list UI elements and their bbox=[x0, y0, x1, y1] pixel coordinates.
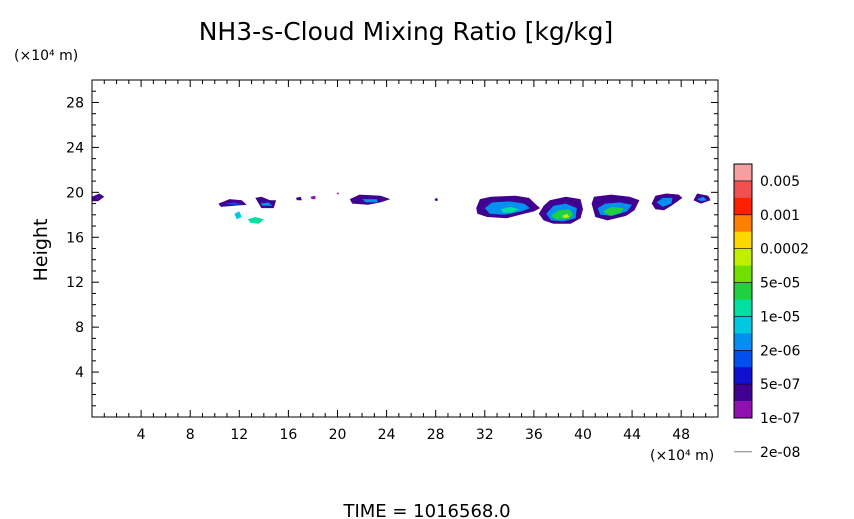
y-axis-unit: (×10⁴ m) bbox=[14, 48, 78, 64]
y-tick-label: 24 bbox=[66, 140, 84, 156]
y-tick-label: 8 bbox=[75, 320, 84, 336]
cloud-patch-5 bbox=[255, 196, 277, 209]
cloud-patch-19 bbox=[562, 213, 570, 219]
x-tick-label: 36 bbox=[525, 427, 543, 443]
colorbar-label: 0.001 bbox=[760, 208, 800, 224]
y-tick-label: 16 bbox=[66, 230, 84, 246]
cloud-patch-2 bbox=[224, 202, 242, 205]
colorbar-label: 2e-06 bbox=[760, 343, 800, 359]
cloud-patch-6 bbox=[260, 202, 273, 206]
y-tick-label: 20 bbox=[66, 185, 84, 201]
cloud-patch-8 bbox=[310, 195, 316, 200]
colorbar-label: 1e-07 bbox=[760, 411, 800, 427]
cloud-patch-11 bbox=[336, 192, 339, 195]
colorbar-label: 0.0002 bbox=[760, 242, 809, 258]
colorbar-swatch-13 bbox=[734, 384, 752, 402]
cloud-patch-12 bbox=[434, 197, 439, 202]
colorbar-swatch-6 bbox=[734, 265, 752, 283]
x-tick-label: 4 bbox=[137, 427, 146, 443]
colorbar-swatch-12 bbox=[734, 367, 752, 385]
x-tick-label: 28 bbox=[427, 427, 445, 443]
plot-frame bbox=[91, 79, 719, 418]
colorbar-swatch-10 bbox=[734, 333, 752, 351]
x-axis-unit: (×10⁴ m) bbox=[650, 448, 714, 464]
colorbar: 0.005 0.001 0.0002 5e-05 1e-05 2e-06 5e-07 1e-0… bbox=[733, 163, 809, 461]
colorbar-label: 2e-08 bbox=[760, 445, 800, 461]
x-tick-label: 48 bbox=[672, 427, 690, 443]
x-tick-label: 44 bbox=[623, 427, 641, 443]
x-tick-label: 40 bbox=[574, 427, 592, 443]
cloud-patch-0 bbox=[92, 193, 105, 202]
cloud-patch-15 bbox=[500, 206, 520, 213]
chart-title: NH3-s-Cloud Mixing Ratio [kg/kg] bbox=[199, 17, 614, 46]
x-tick-label: 8 bbox=[186, 427, 195, 443]
cloud-patch-24 bbox=[656, 197, 673, 207]
cloud-patch-4 bbox=[247, 217, 264, 224]
colorbar-label: 0.005 bbox=[760, 174, 800, 190]
cloud-patch-3 bbox=[234, 211, 242, 220]
x-tick-label: 12 bbox=[230, 427, 248, 443]
colorbar-label: 5e-07 bbox=[760, 377, 800, 393]
x-tick-label: 24 bbox=[378, 427, 396, 443]
y-tick-label: 28 bbox=[66, 95, 84, 111]
cloud-patch-10 bbox=[362, 199, 378, 203]
colorbar-swatch-14 bbox=[734, 401, 752, 419]
cloud-patch-26 bbox=[697, 196, 707, 202]
cloud-field bbox=[92, 192, 711, 224]
colorbar-swatch-8 bbox=[734, 299, 752, 317]
colorbar-swatch-1 bbox=[734, 180, 752, 199]
time-footer: TIME = 1016568.0 bbox=[342, 501, 510, 519]
colorbar-swatch-4 bbox=[734, 231, 752, 249]
colorbar-swatch-11 bbox=[734, 350, 752, 368]
cloud-patch-7 bbox=[295, 196, 302, 201]
colorbar-swatch-5 bbox=[734, 248, 752, 266]
y-tick-label: 4 bbox=[75, 365, 84, 381]
cloud-patch-22 bbox=[602, 206, 624, 216]
colorbar-swatch-2 bbox=[734, 197, 752, 216]
x-tick-label: 20 bbox=[329, 427, 347, 443]
colorbar-swatch-9 bbox=[734, 316, 752, 334]
x-tick-label: 16 bbox=[279, 427, 297, 443]
y-axis-label: Height bbox=[30, 219, 52, 282]
y-tick-label: 12 bbox=[66, 275, 84, 291]
colorbar-swatch-0 bbox=[734, 164, 752, 182]
colorbar-label: 5e-05 bbox=[760, 276, 800, 292]
colorbar-swatch-7 bbox=[734, 282, 752, 300]
colorbar-label: 1e-05 bbox=[760, 309, 800, 325]
x-tick-label: 32 bbox=[476, 427, 494, 443]
colorbar-swatch-3 bbox=[734, 214, 752, 233]
